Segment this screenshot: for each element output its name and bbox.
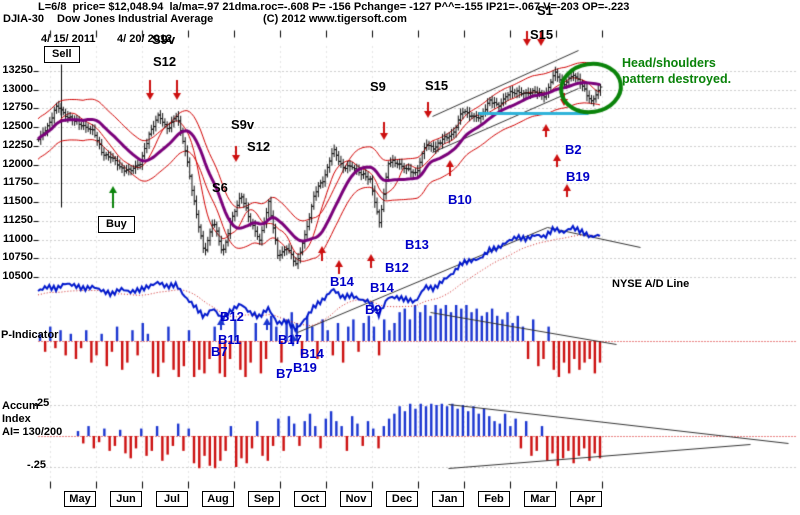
stats-readout: L=6/8 price= $12,048.94 la/ma=.97 21dma.… (38, 1, 630, 13)
date-range-start: 4/ 15/ 2011 (41, 33, 96, 45)
accum-label: Accum (2, 400, 39, 412)
sell-signal-badge: Sell (44, 46, 80, 63)
signal-label-b13: B13 (405, 237, 429, 252)
buy-signal-badge: Buy (98, 216, 135, 233)
signal-label-s6: S6 (212, 180, 228, 195)
nyse-ad-line-label: NYSE A/D Line (612, 278, 690, 290)
accum-scale-minus25: -.25 (27, 459, 46, 471)
signal-label-b12: B12 (385, 260, 409, 275)
price-tick-label: 10750 (2, 251, 33, 263)
price-tick-label: 12000 (2, 158, 33, 170)
signal-label-s12: S12 (153, 54, 177, 69)
signal-label-b17: B17 (278, 332, 302, 347)
month-label-dec: Dec (386, 491, 418, 507)
signal-label-s12: S12 (247, 139, 271, 154)
signal-label-b11: B11 (218, 332, 242, 347)
price-tick-label: 12500 (2, 120, 33, 132)
signal-label-b7: B7 (276, 366, 293, 381)
signal-label-s9: S9 (370, 79, 386, 94)
signal-label-b9: B9 (365, 302, 382, 317)
month-label-sep: Sep (248, 491, 280, 507)
month-label-apr: Apr (570, 491, 602, 507)
month-label-jul: Jul (156, 491, 188, 507)
month-label-oct: Oct (294, 491, 326, 507)
month-label-jan: Jan (432, 491, 464, 507)
month-label-mar: Mar (524, 491, 556, 507)
signal-label-s9v: S9v (231, 117, 255, 132)
head-shoulders-annotation-line2: pattern destroyed. (622, 72, 732, 86)
signal-label-b14: B14 (330, 274, 354, 289)
price-tick-label: 10500 (2, 270, 33, 282)
symbol-label: DJIA-30 (3, 13, 44, 25)
price-tick-label: 11750 (3, 176, 33, 188)
price-tick-label: 12750 (2, 101, 33, 113)
date-range-end: 4/ 20/ 2012 (117, 33, 173, 45)
signal-label-b19: B19 (293, 360, 317, 375)
month-label-aug: Aug (202, 491, 234, 507)
signal-label-s9v: S9v (152, 32, 176, 47)
signal-label-s15: S15 (425, 78, 449, 93)
price-tick-label: 13250 (2, 64, 33, 76)
signal-label-b12: B12 (220, 309, 244, 324)
signal-label-b7: B7 (211, 344, 228, 359)
signal-label-b19: B19 (566, 169, 590, 184)
price-tick-label: 13000 (2, 83, 33, 95)
security-name: Dow Jones Industrial Average (57, 13, 214, 25)
head-shoulders-annotation-line1: Head/shoulders (622, 56, 716, 70)
month-label-may: May (64, 491, 96, 507)
copyright-label: (C) 2012 www.tigersoft.com (263, 13, 407, 25)
p-indicator-label: P-Indicator (1, 329, 59, 341)
price-tick-label: 11500 (3, 195, 33, 207)
price-tick-label: 11000 (3, 233, 33, 245)
signal-label-b10: B10 (448, 192, 472, 207)
ai-ratio-label: AI= 130/200 (2, 426, 63, 438)
signal-label-b2: B2 (565, 142, 582, 157)
signal-label-s1: S1 (537, 3, 553, 18)
signal-label-s15: S15 (530, 27, 554, 42)
signal-label-b14: B14 (300, 346, 324, 361)
month-label-feb: Feb (478, 491, 510, 507)
index-label: Index (2, 413, 31, 425)
price-tick-label: 12250 (2, 139, 33, 151)
accum-scale-plus25: .25 (34, 397, 50, 409)
month-label-jun: Jun (110, 491, 142, 507)
price-tick-label: 11250 (3, 214, 33, 226)
month-label-nov: Nov (340, 491, 372, 507)
signal-label-b14: B14 (370, 280, 394, 295)
